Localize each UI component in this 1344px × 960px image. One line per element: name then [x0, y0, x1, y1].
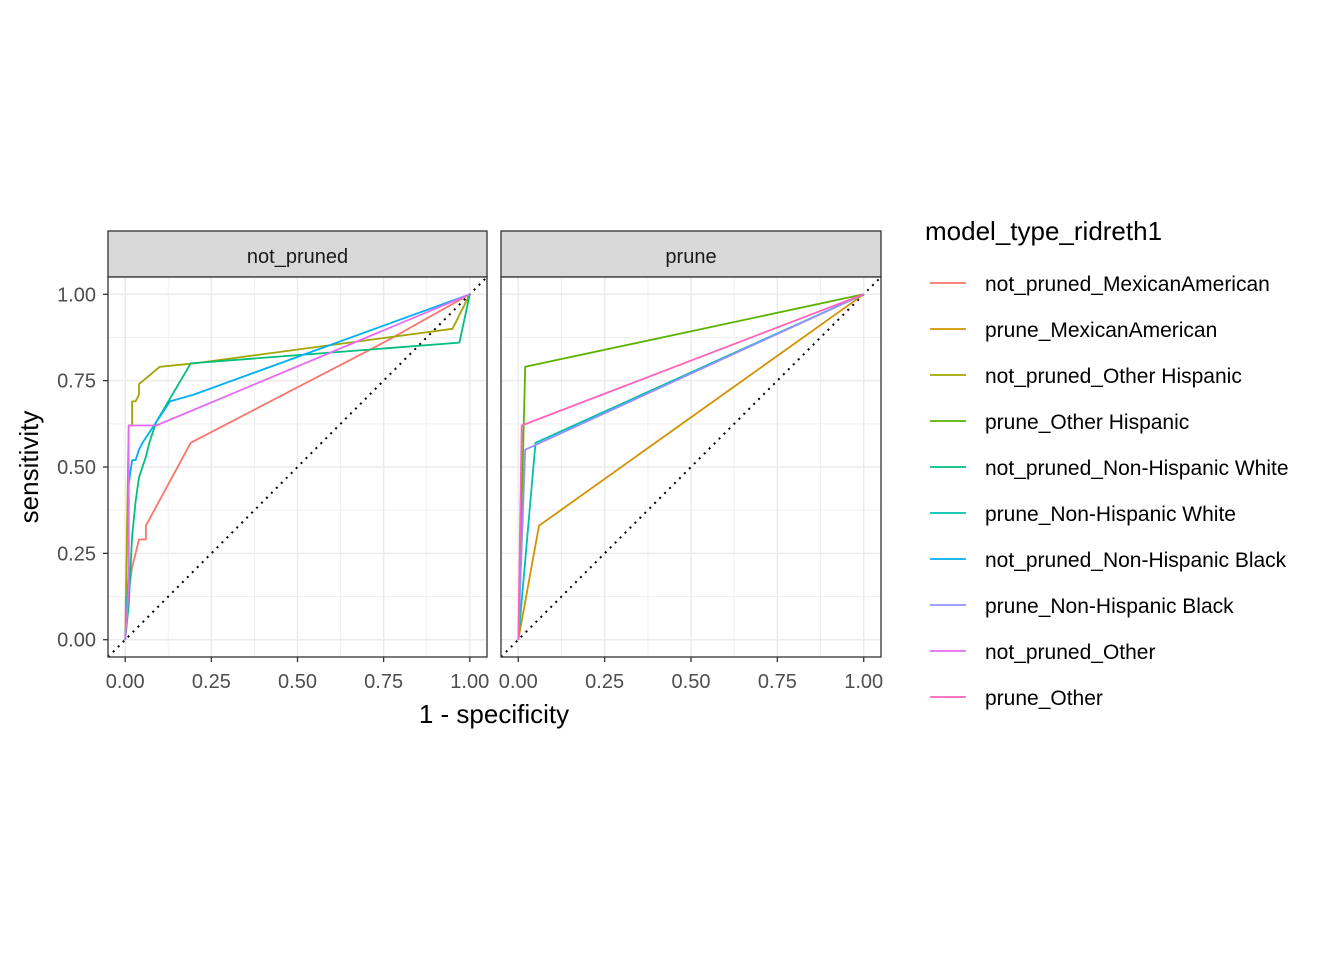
legend-item: prune_Non-Hispanic Black	[930, 595, 1234, 618]
y-axis-title: sensitivity	[14, 411, 44, 524]
x-axis-title: 1 - specificity	[419, 699, 569, 729]
facet-strip-label: prune	[665, 246, 716, 268]
series-line-prune_Other	[517, 293, 865, 640]
x-tick-label: 0.50	[672, 671, 711, 693]
panel-data	[501, 277, 881, 657]
legend: not_pruned_MexicanAmerican prune_MexicanA…	[930, 273, 1289, 710]
legend-label: prune_Non-Hispanic Black	[985, 595, 1234, 618]
x-tick-label: 0.25	[585, 671, 624, 693]
facet-panels: not_pruned 0.00 0.25 0.50 0.75 1.00 0.00 0.25 0.…	[57, 230, 883, 693]
y-tick-label: 1.00	[57, 284, 96, 306]
x-tick-label: 0.00	[499, 671, 538, 693]
facet-strip	[107, 230, 488, 278]
y-tick-label: 0.50	[57, 457, 96, 479]
panel-data	[108, 277, 487, 657]
y-tick-label: 0.25	[57, 543, 96, 565]
series-line-not_pruned_Other	[124, 293, 471, 640]
legend-label: not_pruned_Non-Hispanic White	[985, 457, 1289, 480]
legend-label: not_pruned_Non-Hispanic Black	[985, 549, 1287, 572]
legend-label: prune_MexicanAmerican	[985, 319, 1217, 342]
y-tick-label: 0.75	[57, 371, 96, 393]
panel-prune: prune 0.00 0.25 0.50 0.75 1.00	[499, 230, 883, 693]
x-tick-label: 0.75	[364, 671, 403, 693]
facet-strip-label: not_pruned	[247, 246, 348, 268]
legend-item: not_pruned_Non-Hispanic Black	[930, 549, 1287, 572]
legend-label: not_pruned_Other	[985, 641, 1155, 664]
series-line-prune_MexicanAmerican	[517, 293, 865, 640]
facet-strip	[500, 230, 882, 278]
legend-item: not_pruned_Other	[930, 641, 1155, 664]
x-tick-label: 1.00	[844, 671, 883, 693]
series-line-not_pruned_Non-Hispanic White	[124, 294, 471, 640]
series-line-prune_Non-Hispanic Black	[517, 293, 865, 640]
legend-title: model_type_ridreth1	[925, 216, 1162, 246]
legend-item: not_pruned_MexicanAmerican	[930, 273, 1270, 296]
legend-label: prune_Non-Hispanic White	[985, 503, 1236, 526]
x-tick-label: 1.00	[450, 671, 489, 693]
legend-item: not_pruned_Other Hispanic	[930, 365, 1242, 388]
legend-item: prune_MexicanAmerican	[930, 319, 1217, 342]
x-tick-label: 0.50	[278, 671, 317, 693]
legend-item: prune_Other Hispanic	[930, 411, 1189, 434]
x-tick-label: 0.25	[192, 671, 231, 693]
legend-label: not_pruned_MexicanAmerican	[985, 273, 1270, 296]
legend-label: not_pruned_Other Hispanic	[985, 365, 1242, 388]
legend-label: prune_Other	[985, 687, 1103, 710]
x-tick-label: 0.75	[758, 671, 797, 693]
legend-item: prune_Non-Hispanic White	[930, 503, 1236, 526]
y-tick-label: 0.00	[57, 630, 96, 652]
legend-item: prune_Other	[930, 687, 1103, 710]
legend-item: not_pruned_Non-Hispanic White	[930, 457, 1289, 480]
panel-not_pruned: not_pruned 0.00 0.25 0.50 0.75 1.00 0.00 0.25 0.…	[57, 230, 489, 693]
legend-label: prune_Other Hispanic	[985, 411, 1189, 434]
x-tick-label: 0.00	[106, 671, 145, 693]
